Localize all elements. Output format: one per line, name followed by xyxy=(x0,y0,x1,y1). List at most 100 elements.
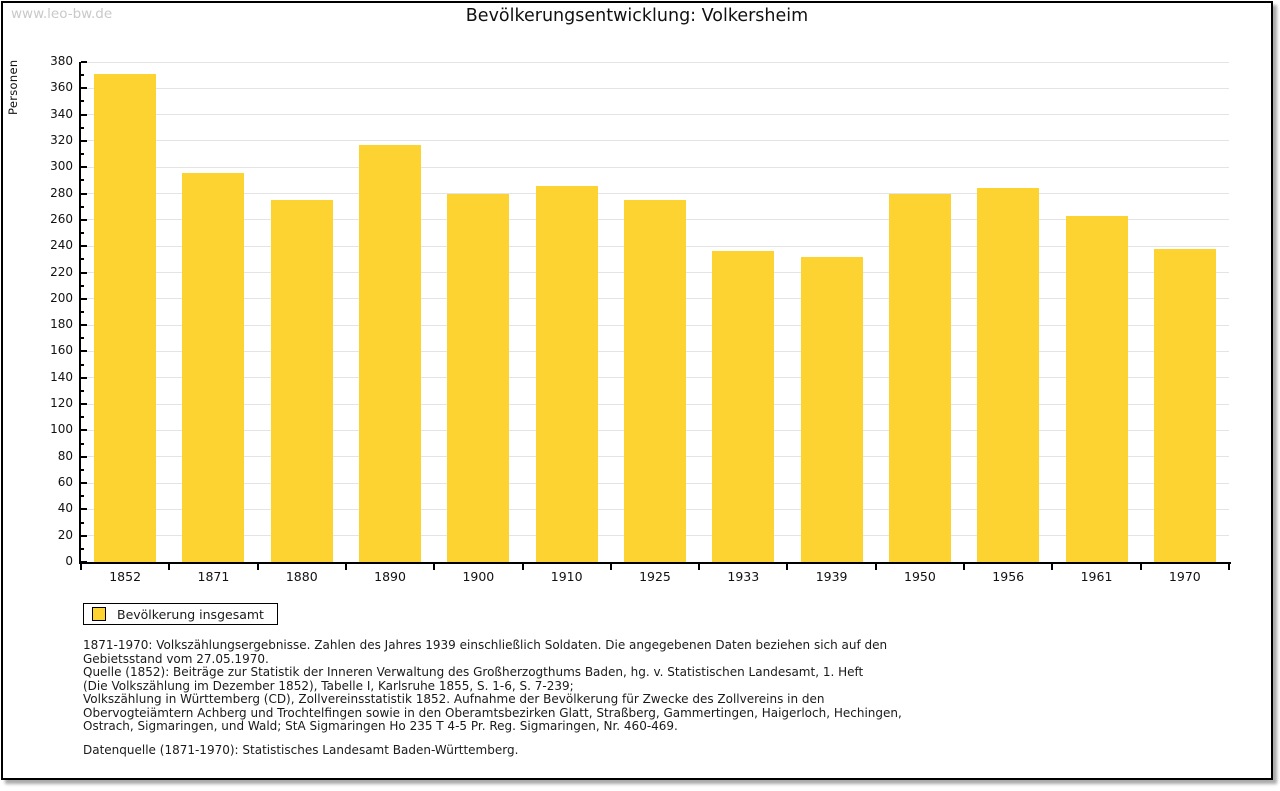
y-tick-label: 260 xyxy=(50,211,73,226)
y-tick-label: 60 xyxy=(57,475,73,490)
x-tick xyxy=(256,564,259,570)
gridline xyxy=(81,193,1229,195)
y-minor-tick xyxy=(81,416,84,419)
y-minor-tick xyxy=(81,495,84,498)
y-tick-label: 100 xyxy=(50,422,73,437)
footnote-line: Ostrach, Sigmaringen, und Wald; StA Sigm… xyxy=(83,719,678,733)
x-tick xyxy=(963,564,966,570)
bar xyxy=(182,172,245,562)
plot-area: 1852 1871 1880 1890 1900 1910 1925 1933 1939 1950… xyxy=(50,54,1231,584)
y-tick xyxy=(81,534,87,537)
y-tick xyxy=(81,166,87,169)
footnotes: 1871-1970: Volkszählungsergebnisse. Zahl… xyxy=(83,638,983,734)
legend: Bevölkerung insgesamt xyxy=(83,603,278,625)
y-tick xyxy=(81,61,87,63)
bar xyxy=(1153,248,1216,562)
x-tick xyxy=(1139,564,1142,570)
y-minor-tick xyxy=(81,389,84,392)
y-tick-label: 180 xyxy=(50,317,73,332)
y-tick xyxy=(81,403,87,406)
x-tick xyxy=(80,564,82,570)
y-tick xyxy=(81,376,87,379)
y-minor-tick xyxy=(81,179,84,182)
footnote-line: Obervogteiämtern Achberg und Trochtelfin… xyxy=(83,705,902,720)
gridline xyxy=(81,87,1229,89)
y-tick xyxy=(81,429,87,432)
y-tick xyxy=(81,455,87,458)
y-tick xyxy=(81,271,87,274)
x-tick-label: 1910 xyxy=(550,569,583,584)
x-tick-label: 1852 xyxy=(109,569,142,584)
x-tick xyxy=(874,564,877,570)
y-tick xyxy=(81,482,87,485)
legend-label: Bevölkerung insgesamt xyxy=(117,606,264,622)
bar xyxy=(888,193,951,562)
x-tick-label: 1956 xyxy=(992,569,1025,584)
bar xyxy=(977,188,1040,562)
x-tick xyxy=(344,564,347,570)
bar xyxy=(447,193,510,562)
x-tick xyxy=(698,564,701,570)
y-tick-label: 280 xyxy=(50,185,73,200)
x-tick-label: 1950 xyxy=(904,569,936,584)
y-minor-tick xyxy=(81,258,84,261)
x-tick xyxy=(433,564,436,570)
y-minor-tick xyxy=(81,74,84,77)
y-minor-tick xyxy=(81,442,84,445)
y-tick-label: 0 xyxy=(65,554,73,568)
x-tick-label: 1970 xyxy=(1168,569,1201,584)
y-minor-tick xyxy=(81,100,84,103)
legend-swatch-icon xyxy=(92,607,106,621)
y-minor-tick xyxy=(81,311,84,313)
y-tick xyxy=(81,508,87,511)
x-tick-label: 1890 xyxy=(374,569,406,584)
y-minor-tick xyxy=(81,363,84,366)
y-minor-tick xyxy=(81,521,84,524)
footnote-line: 1871-1970: Volkszählungsergebnisse. Zahl… xyxy=(83,638,888,652)
y-tick xyxy=(81,350,87,353)
y-minor-tick xyxy=(81,547,84,550)
bar xyxy=(624,200,686,562)
watermark: www.leo-bw.de xyxy=(11,6,113,22)
y-tick-label: 80 xyxy=(57,448,73,463)
x-tick xyxy=(1051,564,1054,570)
gridline xyxy=(81,61,1229,63)
y-tick-label: 380 xyxy=(50,54,73,68)
y-tick-label: 360 xyxy=(50,80,73,95)
y-minor-tick xyxy=(81,284,84,287)
bar xyxy=(94,73,157,562)
footnote-line: Quelle (1852): Beiträge zur Statistik de… xyxy=(83,665,864,679)
y-axis-title: Personen xyxy=(6,59,20,115)
bar xyxy=(1065,215,1128,562)
gridline xyxy=(81,140,1229,142)
y-minor-tick xyxy=(81,205,84,208)
y-tick-label: 160 xyxy=(50,343,73,358)
x-tick-label: 1961 xyxy=(1080,569,1113,584)
x-tick-label: 1925 xyxy=(639,569,671,584)
y-tick-label: 300 xyxy=(50,159,73,174)
gridline xyxy=(81,166,1229,168)
y-tick xyxy=(81,87,87,90)
y-minor-tick xyxy=(81,468,84,471)
bar xyxy=(800,256,863,562)
bar xyxy=(535,185,598,562)
x-tick xyxy=(1228,564,1230,570)
y-tick-label: 200 xyxy=(50,290,73,305)
y-tick xyxy=(81,192,87,195)
bar xyxy=(712,251,775,562)
x-tick xyxy=(786,564,789,570)
y-tick-label: 220 xyxy=(50,264,73,279)
y-minor-tick xyxy=(81,337,84,340)
data-source-note: Datenquelle (1871-1970): Statistisches L… xyxy=(83,743,519,757)
y-tick xyxy=(81,218,87,221)
y-tick-label: 340 xyxy=(50,106,73,121)
footnote-line: Gebietsstand vom 27.05.1970. xyxy=(83,651,269,666)
y-tick-label: 240 xyxy=(50,238,73,253)
chart-title: Bevölkerungsentwicklung: Volkersheim xyxy=(465,6,809,26)
y-axis-line xyxy=(79,62,81,564)
y-tick-label: 140 xyxy=(50,369,73,384)
gridline xyxy=(81,114,1229,116)
y-tick xyxy=(81,139,87,142)
x-tick-label: 1933 xyxy=(727,569,760,584)
y-tick xyxy=(81,324,87,327)
